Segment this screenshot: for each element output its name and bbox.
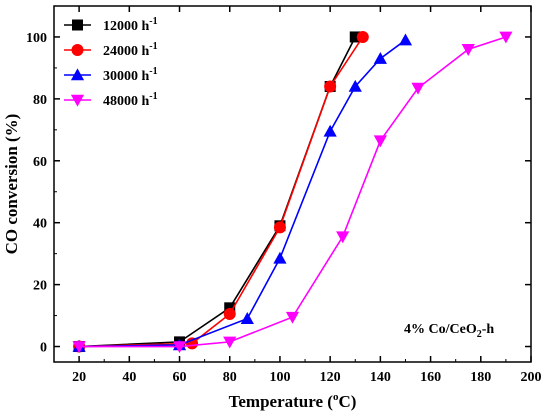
- y-tick-label: 40: [33, 217, 47, 232]
- x-tick-label: 200: [521, 370, 542, 385]
- series-line: [79, 36, 356, 348]
- data-point: [273, 221, 286, 234]
- data-point: [273, 251, 287, 264]
- data-point: [461, 44, 475, 56]
- data-point: [348, 79, 362, 92]
- x-tick-label: 120: [320, 370, 341, 385]
- legend-entry: 12000 h-1: [64, 16, 158, 34]
- legend-marker: [70, 94, 85, 107]
- x-tick-label: 180: [470, 370, 491, 385]
- data-point: [223, 308, 236, 321]
- data-point: [240, 312, 254, 324]
- y-axis-title: CO conversion (%): [2, 114, 21, 255]
- legend-entry: 24000 h-1: [64, 41, 158, 59]
- annotation: 4% Co/CeO2-h: [404, 322, 494, 340]
- x-axis-title: Temperature (oC): [229, 391, 357, 411]
- legend-marker: [71, 44, 84, 56]
- data-point: [499, 31, 513, 44]
- data-point: [373, 135, 387, 148]
- sample-annotation: 4% Co/CeO2-h: [404, 322, 494, 340]
- legend: 12000 h-1 24000 h-1 30000 h-1 48000 h-1: [64, 16, 158, 109]
- y-tick-label: 100: [26, 31, 47, 46]
- axes: 20 40 60 80 100 120 140 160 180 200 0 20 40 60 80 100: [26, 5, 542, 385]
- data-point: [373, 52, 387, 64]
- axis-titles: Temperature (oC) CO conversion (%): [2, 114, 356, 411]
- x-tick-label: 40: [122, 370, 136, 385]
- x-tick-label: 160: [420, 370, 441, 385]
- x-tick-label: 80: [223, 370, 237, 385]
- data-point: [398, 33, 413, 46]
- legend-marker: [72, 19, 83, 31]
- y-tick-label: 20: [33, 279, 47, 294]
- data-point: [285, 311, 300, 324]
- data-point: [172, 341, 187, 354]
- data-point: [223, 336, 237, 349]
- data-point: [323, 124, 337, 137]
- legend-entry: 48000 h-1: [64, 91, 158, 109]
- legend-entry: 30000 h-1: [64, 66, 158, 84]
- series-3: [72, 31, 513, 354]
- data-point: [411, 82, 425, 95]
- legend-marker: [70, 68, 85, 81]
- x-tick-label: 100: [269, 370, 290, 385]
- x-tick-label: 20: [72, 370, 86, 385]
- legend-label: 24000 h-1: [103, 41, 158, 59]
- data-point: [336, 231, 350, 244]
- legend-label: 48000 h-1: [103, 91, 158, 109]
- legend-label: 12000 h-1: [103, 16, 158, 34]
- x-tick-label: 60: [173, 370, 187, 385]
- y-tick-label: 60: [33, 155, 47, 170]
- data-point: [349, 31, 361, 43]
- series-layer: [72, 30, 513, 354]
- legend-label: 30000 h-1: [103, 66, 158, 84]
- plot-frame: [53, 5, 532, 363]
- y-tick-label: 0: [40, 341, 47, 356]
- data-point: [72, 341, 86, 354]
- y-tick-label: 80: [33, 93, 47, 108]
- series-line: [79, 36, 364, 348]
- data-point: [324, 80, 337, 93]
- data-point: [224, 302, 236, 314]
- x-tick-label: 140: [370, 370, 391, 385]
- data-point: [356, 30, 369, 43]
